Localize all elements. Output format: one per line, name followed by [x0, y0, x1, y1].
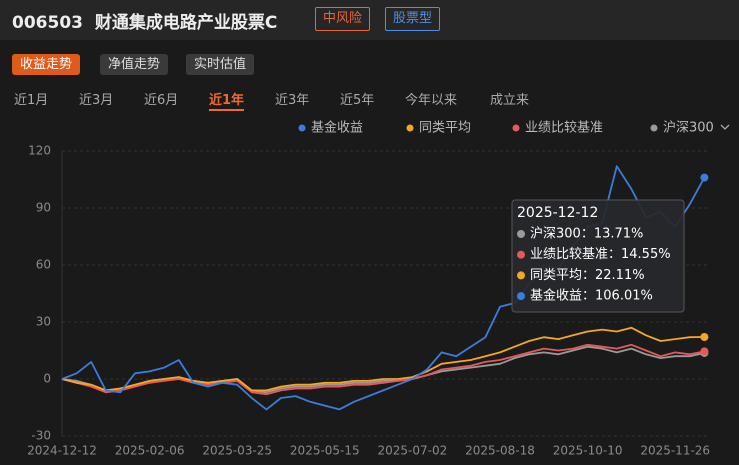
tooltip-item: 业绩比较基准：14.55%	[530, 247, 671, 262]
y-tick-label: 120	[28, 144, 51, 158]
legend-marker	[298, 124, 306, 132]
end-point	[700, 347, 709, 356]
period-tab[interactable]: 近3月	[79, 93, 114, 108]
legend-label: 沪深300	[663, 120, 714, 136]
legend-marker	[406, 124, 414, 132]
tooltip-box	[511, 199, 685, 313]
legend-label: 基金收益	[311, 120, 363, 136]
tooltip-marker	[517, 271, 525, 280]
x-tick-label: 2025-10-10	[553, 444, 623, 458]
view-button[interactable]: 净值走势	[100, 54, 169, 75]
y-tick-label: 0	[43, 372, 51, 386]
risk-tag: 中风险	[315, 7, 371, 31]
fund-title: 006503 财通集成电路产业股票C	[12, 8, 277, 33]
x-tick-label: 2025-03-25	[202, 444, 272, 458]
fund-code: 006503	[12, 13, 83, 33]
period-tab[interactable]: 近6月	[144, 93, 179, 108]
x-tick-label: 2024-12-12	[27, 444, 97, 458]
series-line	[61, 343, 705, 396]
tooltip: 2025-12-12 沪深300：13.71% 业绩比较基准：14.55% 同类平均：…	[511, 199, 685, 313]
period-tab[interactable]: 近5年	[340, 93, 375, 108]
y-tick-label: 30	[36, 315, 51, 329]
x-tick-label: 2025-08-18	[465, 444, 535, 458]
tooltip-title: 2025-12-12	[517, 205, 598, 221]
period-tab[interactable]: 近3年	[275, 93, 310, 108]
x-tick-label: 2025-02-06	[115, 444, 185, 458]
y-tick-label: -30	[31, 429, 51, 443]
end-point	[700, 173, 709, 182]
period-tab[interactable]: 今年以来	[405, 93, 458, 108]
legend-marker	[650, 124, 658, 132]
legend-marker	[512, 124, 520, 132]
tooltip-item: 沪深300：13.71%	[530, 226, 643, 242]
x-tick-label: 2025-05-15	[290, 444, 360, 458]
period-tab[interactable]: 近1月	[14, 93, 49, 108]
tooltip-marker	[517, 292, 525, 301]
tooltip-marker	[517, 230, 525, 238]
y-tick-label: 90	[36, 201, 51, 215]
tooltip-item: 基金收益：106.01%	[530, 288, 653, 304]
type-tag: 股票型	[385, 7, 441, 31]
end-point	[700, 332, 709, 341]
series-line	[61, 326, 705, 392]
legend-label: 业绩比较基准	[525, 121, 603, 136]
tooltip-item: 同类平均：22.11%	[530, 268, 645, 283]
view-button[interactable]: 实时估值	[186, 54, 255, 75]
tooltip-marker	[517, 250, 525, 259]
legend-chevron[interactable]	[720, 124, 730, 130]
fund-name: 财通集成电路产业股票C	[94, 13, 278, 33]
period-tab[interactable]: 近1年	[209, 89, 245, 111]
period-tab[interactable]: 成立来	[490, 93, 530, 108]
x-tick-label: 2025-07-02	[378, 444, 448, 458]
x-tick-label: 2025-11-26	[640, 444, 710, 458]
view-button[interactable]: 收益走势	[12, 54, 81, 75]
y-tick-label: 60	[36, 258, 51, 272]
legend-label: 同类平均	[419, 121, 471, 136]
